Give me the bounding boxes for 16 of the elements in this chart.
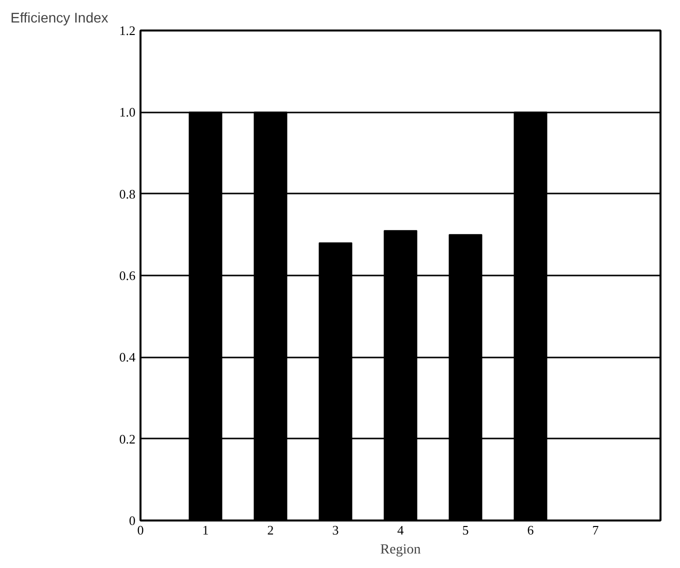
x-tick-label: 5 xyxy=(462,522,469,538)
y-tick-label: 0.4 xyxy=(119,350,136,365)
y-tick-label: 0.2 xyxy=(119,431,136,446)
x-tick-label: 2 xyxy=(267,522,274,538)
x-axis-title: Region xyxy=(380,542,421,558)
y-tick-label: 1.0 xyxy=(119,104,136,120)
x-tick-label: 7 xyxy=(592,522,600,538)
x-tick-label: 1 xyxy=(202,522,209,538)
y-tick-label: 0.6 xyxy=(119,268,136,283)
y-tick-label: 1.2 xyxy=(119,23,136,38)
x-tick-label: 6 xyxy=(527,522,534,538)
y-axis-title: Efficiency Index xyxy=(10,10,108,26)
y-tick-label: 0 xyxy=(129,513,136,528)
y-tick-label: 0.8 xyxy=(119,186,136,202)
x-tick-label: 4 xyxy=(397,522,404,538)
x-tick-label: 3 xyxy=(332,522,339,538)
